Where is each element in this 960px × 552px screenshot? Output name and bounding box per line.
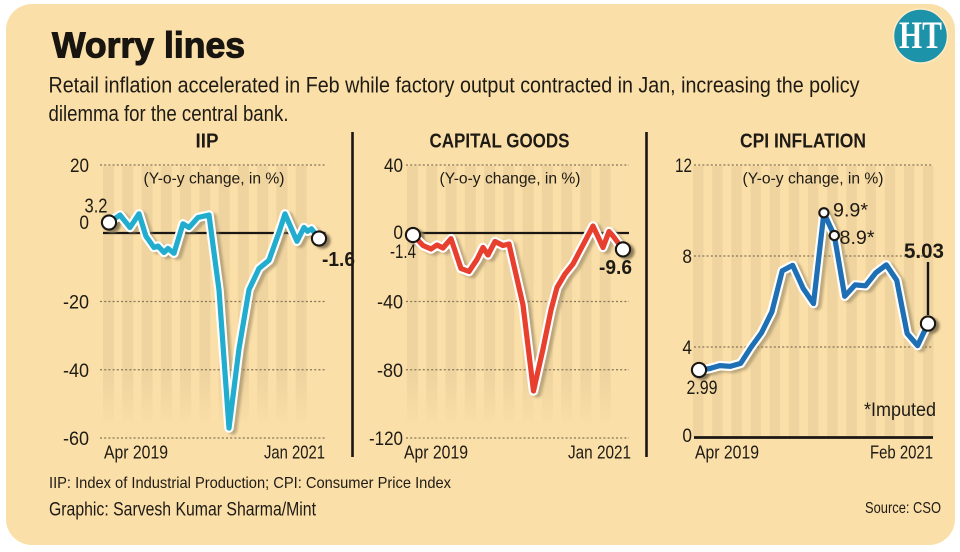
svg-text:Feb 2021: Feb 2021 bbox=[870, 442, 933, 463]
svg-text:Apr 2019: Apr 2019 bbox=[104, 442, 168, 463]
svg-text:4: 4 bbox=[682, 337, 692, 359]
svg-text:Apr 2019: Apr 2019 bbox=[404, 442, 468, 463]
svg-text:Source: CSO: Source: CSO bbox=[865, 500, 941, 517]
svg-text:CAPITAL GOODS: CAPITAL GOODS bbox=[430, 131, 570, 153]
svg-text:Apr 2019: Apr 2019 bbox=[695, 442, 759, 463]
svg-text:20: 20 bbox=[70, 155, 89, 177]
svg-text:-120: -120 bbox=[369, 428, 403, 450]
svg-text:9.9*: 9.9* bbox=[833, 200, 868, 222]
svg-text:3.2: 3.2 bbox=[85, 195, 108, 218]
svg-text:(Y-o-y change, in %): (Y-o-y change, in %) bbox=[440, 171, 581, 188]
svg-text:-1.4: -1.4 bbox=[390, 241, 416, 263]
svg-text:-9.6: -9.6 bbox=[599, 257, 632, 279]
svg-text:IIP: Index of Industrial Produ: IIP: Index of Industrial Production; CPI… bbox=[49, 475, 451, 492]
svg-text:Jan 2021: Jan 2021 bbox=[264, 442, 325, 463]
svg-text:-60: -60 bbox=[63, 428, 89, 450]
svg-text:-80: -80 bbox=[377, 360, 403, 382]
svg-text:0: 0 bbox=[79, 212, 89, 234]
svg-text:-1.6: -1.6 bbox=[322, 249, 355, 271]
svg-text:CPI INFLATION: CPI INFLATION bbox=[740, 131, 866, 153]
svg-text:IIP: IIP bbox=[196, 131, 219, 153]
svg-text:-20: -20 bbox=[63, 292, 89, 314]
svg-text:12: 12 bbox=[675, 155, 692, 177]
svg-text:HT: HT bbox=[899, 14, 942, 57]
svg-text:(Y-o-y change, in %): (Y-o-y change, in %) bbox=[144, 171, 285, 188]
svg-text:*Imputed: *Imputed bbox=[864, 400, 936, 421]
svg-text:8.9*: 8.9* bbox=[840, 227, 875, 249]
svg-text:-40: -40 bbox=[63, 360, 89, 382]
svg-text:dilemma for the central bank.: dilemma for the central bank. bbox=[49, 101, 289, 126]
svg-text:-40: -40 bbox=[377, 292, 403, 314]
svg-text:40: 40 bbox=[384, 155, 403, 177]
svg-text:0: 0 bbox=[393, 222, 403, 244]
svg-text:8: 8 bbox=[682, 246, 692, 268]
svg-text:Jan 2021: Jan 2021 bbox=[568, 442, 631, 463]
svg-text:Worry lines: Worry lines bbox=[52, 25, 245, 66]
svg-text:(Y-o-y change, in %): (Y-o-y change, in %) bbox=[743, 171, 884, 188]
svg-text:0: 0 bbox=[682, 425, 692, 447]
svg-text:Graphic: Sarvesh Kumar Sharma/: Graphic: Sarvesh Kumar Sharma/Mint bbox=[49, 500, 317, 521]
svg-text:2.99: 2.99 bbox=[687, 377, 718, 399]
svg-text:5.03: 5.03 bbox=[904, 239, 944, 263]
svg-text:Retail inflation accelerated i: Retail inflation accelerated in Feb whil… bbox=[49, 73, 860, 98]
